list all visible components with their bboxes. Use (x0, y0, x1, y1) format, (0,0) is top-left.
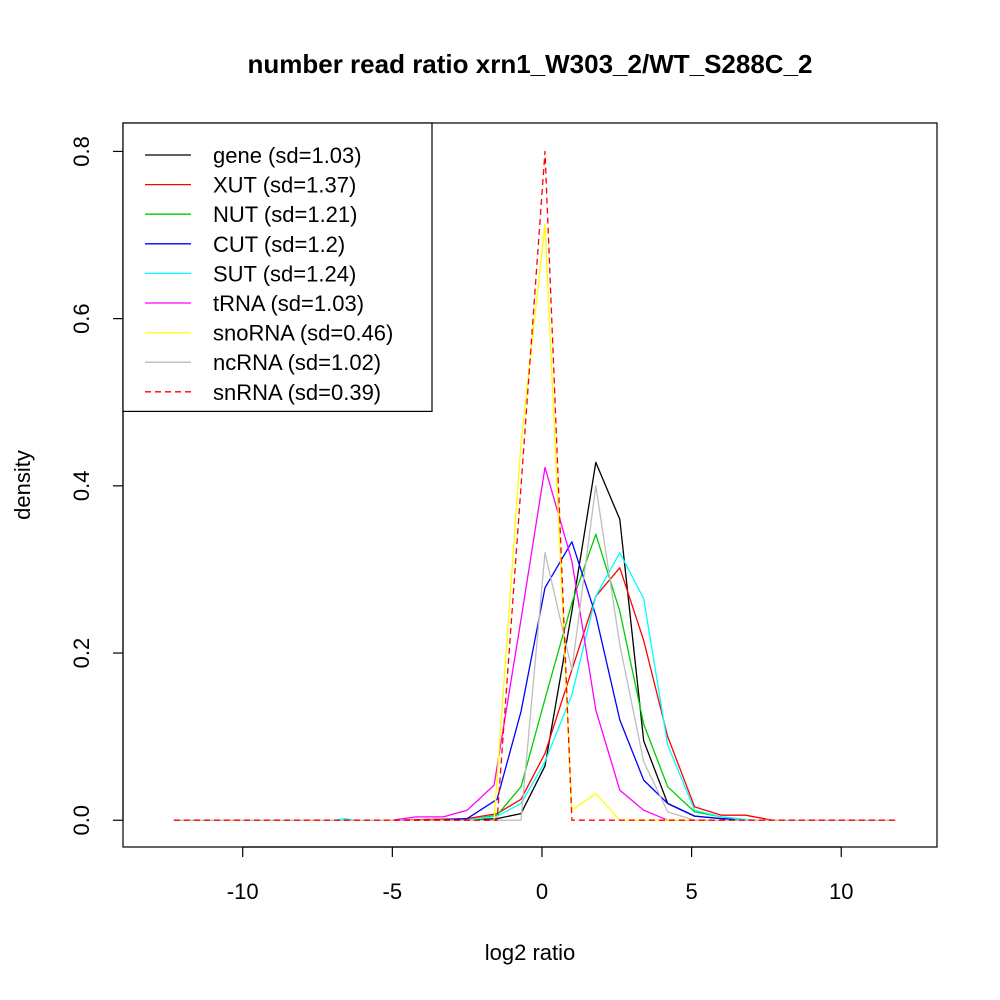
legend-label-8: snRNA (sd=0.39) (213, 380, 381, 405)
series-layer (173, 150, 896, 821)
legend-label-0: gene (sd=1.03) (213, 143, 362, 168)
series-line-3 (173, 541, 896, 821)
x-tick-label-3: 5 (685, 879, 697, 904)
legend-label-5: tRNA (sd=1.03) (213, 291, 364, 316)
y-tick-label-4: 0.8 (69, 136, 94, 167)
legend-label-1: XUT (sd=1.37) (213, 173, 356, 198)
legend-label-2: NUT (sd=1.21) (213, 202, 357, 227)
y-tick-label-1: 0.2 (69, 638, 94, 669)
legend-label-7: ncRNA (sd=1.02) (213, 350, 381, 375)
legend: gene (sd=1.03) XUT (sd=1.37) NUT (sd=1.21)… (122, 122, 433, 412)
x-tick-label-4: 10 (829, 879, 853, 904)
series-line-8 (173, 150, 896, 821)
plot-frame (122, 122, 938, 848)
series-line-7 (173, 485, 896, 821)
x-tick-label-2: 0 (536, 879, 548, 904)
series-line-5 (173, 466, 896, 821)
series-line-2 (173, 533, 896, 821)
series-line-1 (173, 567, 896, 821)
y-axis-label: density (10, 450, 35, 520)
y-tick-label-3: 0.6 (69, 303, 94, 334)
x-tick-label-1: -5 (383, 879, 403, 904)
x-axis-label: log2 ratio (485, 940, 576, 965)
legend-box (122, 122, 433, 412)
y-axis: 0.0 0.2 0.4 0.6 0.8 (69, 136, 124, 836)
series-line-6 (173, 223, 896, 821)
legend-label-3: CUT (sd=1.2) (213, 232, 345, 257)
legend-label-6: snoRNA (sd=0.46) (213, 321, 393, 346)
x-axis: -10 -5 0 5 10 (227, 846, 853, 904)
series-line-4 (173, 552, 896, 821)
y-tick-label-0: 0.0 (69, 805, 94, 836)
chart-title: number read ratio xrn1_W303_2/WT_S288C_2 (247, 49, 812, 79)
legend-label-4: SUT (sd=1.24) (213, 261, 356, 286)
y-tick-label-2: 0.4 (69, 471, 94, 502)
x-tick-label-0: -10 (227, 879, 259, 904)
